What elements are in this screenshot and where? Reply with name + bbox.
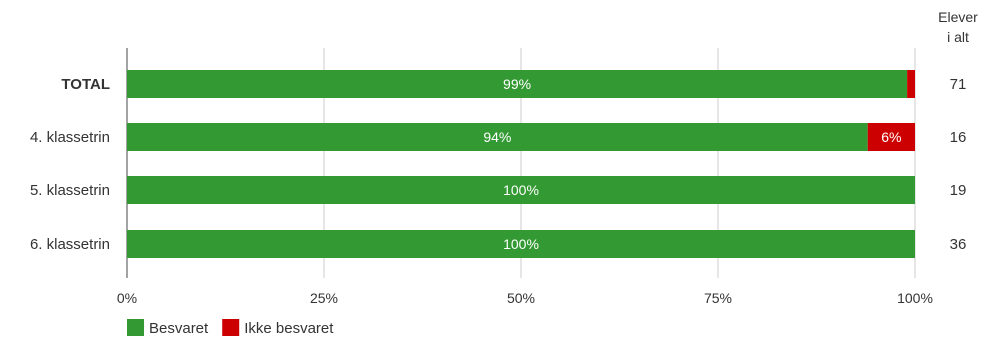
bar-segment: [127, 230, 915, 258]
total-value: 71: [950, 76, 967, 93]
legend-label: Ikke besvaret: [244, 320, 334, 337]
bar-value-label: 6%: [881, 129, 901, 145]
bar-segment: [127, 176, 915, 204]
category-label: 6. klassetrin: [30, 236, 110, 253]
total-value: 19: [950, 182, 967, 199]
bar-segment: [867, 123, 915, 151]
bars: [127, 70, 915, 258]
total-value: 16: [950, 129, 967, 146]
legend-label: Besvaret: [149, 320, 209, 337]
bar-value-label: 99%: [503, 76, 531, 92]
bar-segment: [907, 70, 915, 98]
category-label: TOTAL: [61, 76, 110, 93]
legend-swatch: [127, 319, 144, 336]
category-label: 4. klassetrin: [30, 129, 110, 146]
x-tick-labels: 0% 25% 50% 75% 100%: [117, 290, 933, 306]
x-tick-label: 75%: [704, 290, 732, 306]
bar-value-label: 100%: [503, 182, 539, 198]
x-tick-label: 0%: [117, 290, 137, 306]
totals-header-line-1: Elever: [938, 9, 978, 25]
x-tick-label: 25%: [310, 290, 338, 306]
category-labels: TOTAL 4. klassetrin 5. klassetrin 6. klasse…: [30, 76, 110, 253]
x-tick-label: 100%: [897, 290, 933, 306]
bar-value-label: 100%: [503, 236, 539, 252]
bar-value-labels: 99% 94% 6% 100% 100%: [483, 76, 901, 252]
category-label: 5. klassetrin: [30, 182, 110, 199]
bar-segment: [127, 70, 908, 98]
total-value: 36: [950, 236, 967, 253]
bar-value-label: 94%: [483, 129, 511, 145]
legend-swatch: [222, 319, 240, 336]
bar-segment: [127, 123, 868, 151]
legend: Besvaret Ikke besvaret: [127, 319, 334, 337]
totals-header-line-2: i alt: [947, 29, 969, 45]
x-tick-label: 50%: [507, 290, 535, 306]
totals-column: Elever i alt 71 16 19 36: [938, 9, 978, 253]
